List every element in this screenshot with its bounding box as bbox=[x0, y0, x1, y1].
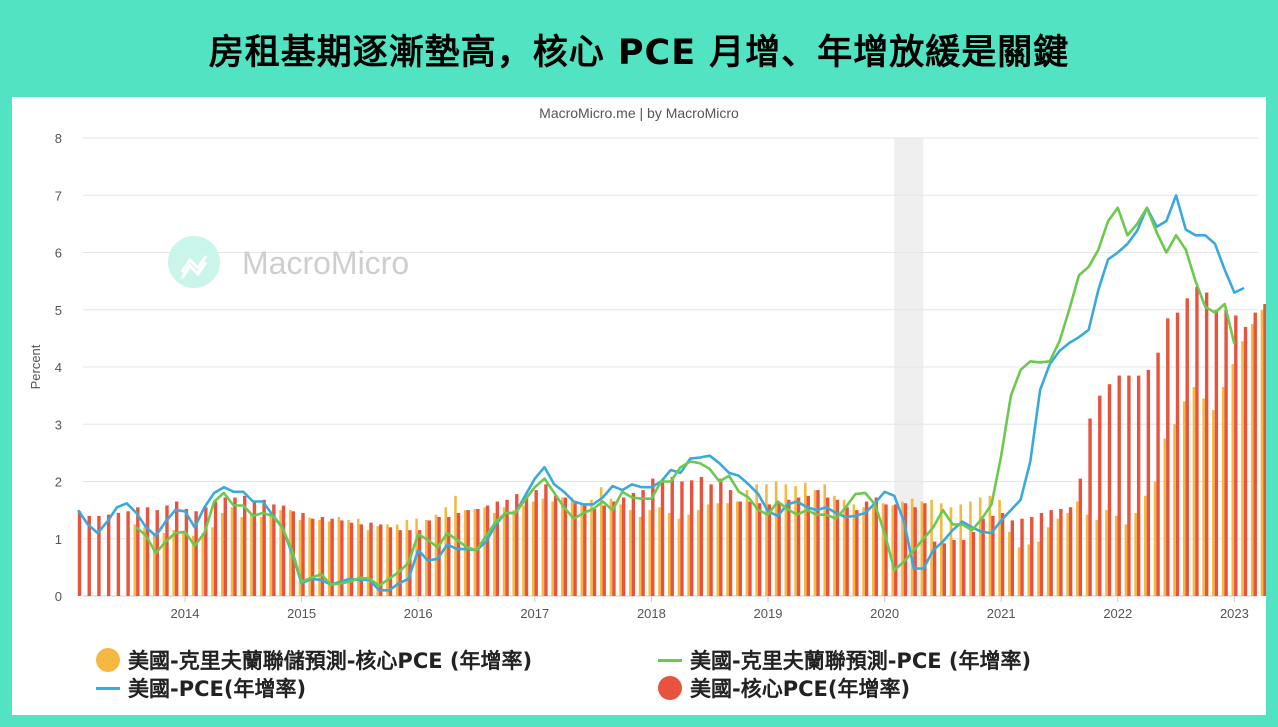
bar-series bbox=[77, 286, 1266, 596]
line-series bbox=[77, 194, 1245, 592]
page-headline: 房租基期逐漸墊高，核心 PCE 月增、年增放緩是關鍵 bbox=[208, 32, 1070, 73]
svg-text:2017: 2017 bbox=[520, 606, 549, 621]
svg-text:2019: 2019 bbox=[754, 606, 783, 621]
legend-label: 美國-克里夫蘭聯儲預測-核心PCE (年增率) bbox=[128, 649, 533, 673]
chart-source: MacroMicro.me | by MacroMicro bbox=[539, 105, 739, 121]
circle-marker-icon bbox=[658, 676, 682, 700]
watermark-chart-glyph-icon bbox=[180, 255, 208, 273]
svg-text:2: 2 bbox=[55, 475, 62, 490]
legend-label: 美國-PCE(年增率) bbox=[128, 677, 307, 701]
line-marker-icon bbox=[96, 686, 120, 690]
x-axis: 2014 2015 2016 2017 2018 2019 2020 2021 2022 2023 bbox=[171, 596, 1249, 621]
chart-legend: 美國-克里夫蘭聯儲預測-核心PCE (年增率) 美國-克里夫蘭聯預測-PCE (… bbox=[12, 637, 1266, 707]
circle-marker-icon bbox=[96, 648, 120, 672]
svg-text:2016: 2016 bbox=[404, 606, 433, 621]
svg-text:2018: 2018 bbox=[637, 606, 666, 621]
svg-text:2014: 2014 bbox=[171, 606, 200, 621]
svg-text:6: 6 bbox=[55, 246, 62, 261]
legend-item-cleveland-pce-forecast[interactable]: 美國-克里夫蘭聯預測-PCE (年增率) bbox=[658, 645, 1031, 675]
y-axis-label: Percent bbox=[28, 344, 43, 389]
legend-item-cleveland-core-forecast[interactable]: 美國-克里夫蘭聯儲預測-核心PCE (年增率) bbox=[96, 645, 532, 675]
svg-text:2021: 2021 bbox=[987, 606, 1016, 621]
svg-text:7: 7 bbox=[55, 188, 62, 203]
svg-text:2015: 2015 bbox=[287, 606, 316, 621]
svg-text:4: 4 bbox=[55, 360, 62, 375]
svg-text:2020: 2020 bbox=[870, 606, 899, 621]
legend-item-pce[interactable]: 美國-PCE(年增率) bbox=[96, 673, 306, 703]
svg-text:5: 5 bbox=[55, 303, 62, 318]
svg-text:3: 3 bbox=[55, 417, 62, 432]
watermark-text: MacroMicro bbox=[242, 245, 409, 281]
svg-text:1: 1 bbox=[55, 532, 62, 547]
legend-item-core-pce[interactable]: 美國-核心PCE(年增率) bbox=[658, 673, 910, 703]
legend-label: 美國-克里夫蘭聯預測-PCE (年增率) bbox=[690, 649, 1032, 673]
y-axis: 0 1 2 3 4 5 6 7 8 bbox=[55, 131, 62, 604]
legend-label: 美國-核心PCE(年增率) bbox=[690, 677, 911, 701]
watermark: MacroMicro bbox=[168, 236, 409, 288]
svg-text:0: 0 bbox=[55, 589, 62, 604]
line-marker-icon bbox=[658, 658, 682, 662]
svg-text:2022: 2022 bbox=[1103, 606, 1132, 621]
svg-text:2023: 2023 bbox=[1220, 606, 1249, 621]
svg-text:8: 8 bbox=[55, 131, 62, 146]
